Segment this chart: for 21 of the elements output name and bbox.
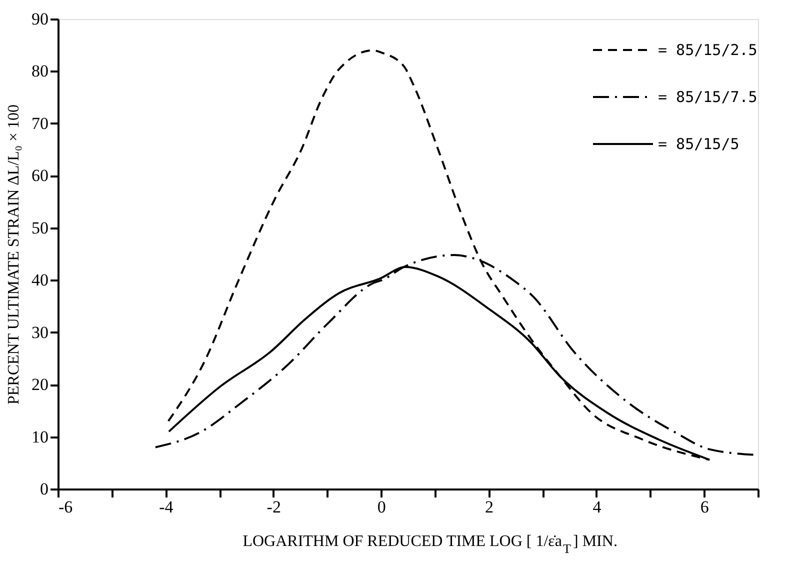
y-axis-title: PERCENT ULTIMATE STRAIN ΔL/L₀ × 100: [6, 104, 22, 405]
y-tick-label: 40: [32, 270, 48, 290]
y-tick-label: 30: [32, 322, 48, 342]
x-tick-label: 4: [592, 498, 602, 516]
y-tick-label: 50: [32, 218, 48, 238]
x-tick-label: -6: [58, 498, 73, 516]
y-tick-label: 60: [32, 166, 48, 186]
x-tick-label: 6: [700, 498, 709, 516]
y-tick-label: 0: [40, 480, 48, 498]
legend-label: = 85/15/5: [658, 135, 740, 153]
y-tick-label: 20: [32, 375, 48, 394]
legend-label: = 85/15/7.5: [658, 88, 758, 106]
legend-label: = 85/15/2.5: [658, 41, 758, 59]
x-tick-label: -4: [159, 498, 174, 516]
y-tick-label: 10: [32, 427, 48, 446]
x-tick-label: 2: [485, 498, 494, 516]
y-tick-label: 90: [32, 10, 48, 28]
x-tick-label: -2: [266, 498, 281, 516]
y-tick-label: 80: [32, 62, 48, 81]
x-tick-label: 0: [377, 498, 386, 516]
y-tick-label: 70: [32, 114, 48, 133]
